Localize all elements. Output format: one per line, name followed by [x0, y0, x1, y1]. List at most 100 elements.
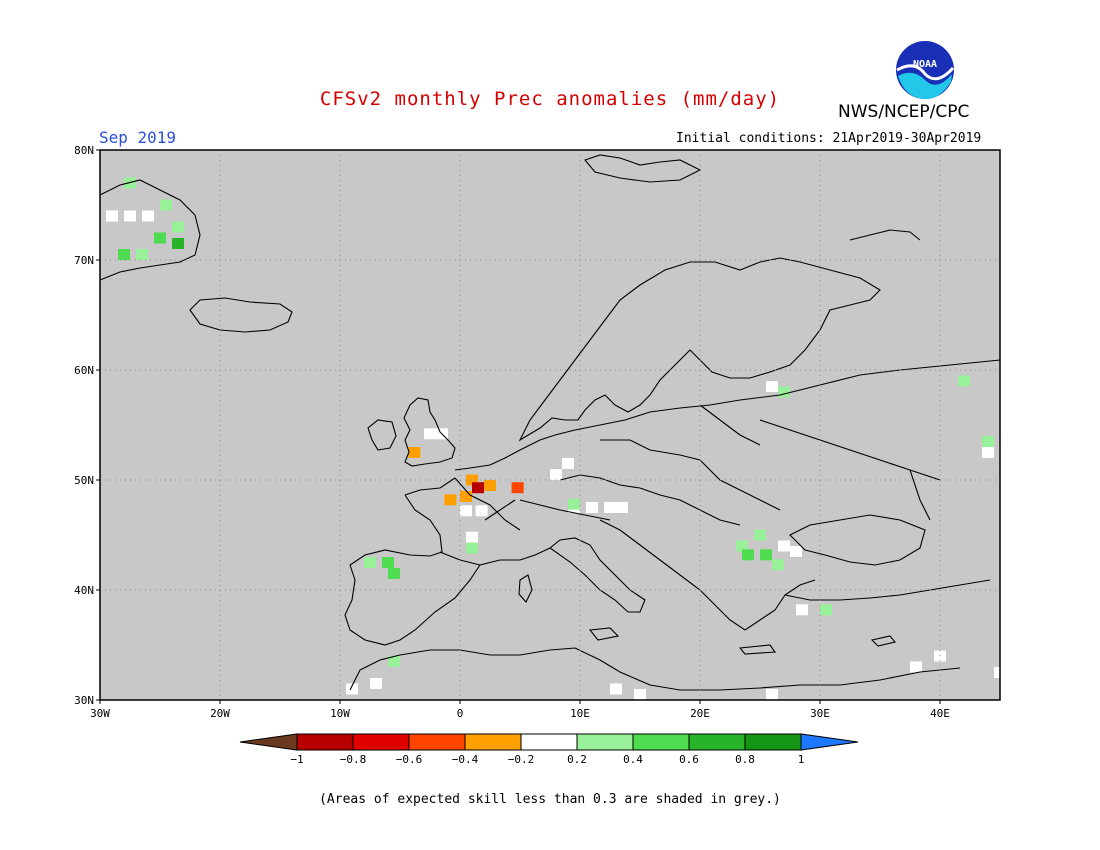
anomaly-cell [475, 505, 488, 517]
coastline [189, 297, 293, 333]
coastline [849, 229, 921, 241]
anomaly-cell [760, 549, 772, 561]
coastline [484, 499, 516, 521]
legend-swatch [688, 733, 746, 751]
lon-tick-label: 20W [210, 707, 230, 720]
anomaly-cell [466, 542, 478, 554]
anomaly-cell [610, 683, 622, 695]
anomaly-cell [382, 557, 394, 568]
legend-label: −0.2 [508, 753, 535, 766]
lat-tick-label: 30N [74, 694, 94, 707]
lat-tick-label: 40N [74, 584, 94, 597]
anomaly-cell [778, 540, 790, 552]
lat-tick-label: 50N [74, 474, 94, 487]
anomaly-cell [472, 482, 484, 494]
coastline [519, 499, 611, 521]
coastline [349, 647, 961, 691]
lon-tick-label: 40E [930, 707, 950, 720]
coastline [588, 627, 620, 641]
anomaly-cell [124, 210, 136, 222]
anomaly-cell [796, 604, 808, 616]
coastline [784, 579, 991, 601]
coastline [599, 519, 816, 631]
anomaly-cell [511, 482, 524, 494]
lon-tick-label: 0 [457, 707, 464, 720]
anomaly-cell [388, 656, 400, 667]
anomaly-cell [460, 491, 472, 502]
legend-swatch [408, 733, 466, 751]
coastline [518, 257, 881, 442]
skill-footnote: (Areas of expected skill less than 0.3 a… [319, 792, 781, 807]
anomaly-cell [766, 689, 778, 700]
anomaly-cell [736, 540, 748, 552]
coastline [738, 644, 777, 655]
anomaly-cell [790, 546, 802, 557]
anomaly-cell [154, 232, 166, 244]
lat-tick-label: 60N [74, 364, 94, 377]
lon-tick-label: 30E [810, 707, 830, 720]
anomaly-cell [982, 447, 994, 458]
anomaly-cell [604, 502, 616, 513]
anomaly-cell [562, 458, 574, 469]
lon-tick-label: 20E [690, 707, 710, 720]
anomaly-cell [766, 381, 778, 392]
legend-swatch [464, 733, 522, 751]
legend-label: −0.4 [452, 753, 479, 766]
coastline [367, 419, 397, 451]
anomaly-cell [370, 678, 382, 689]
anomaly-cell [172, 221, 184, 233]
coastline [559, 474, 641, 489]
coastline [584, 154, 702, 183]
anomaly-cell [172, 238, 184, 249]
anomaly-cell [388, 568, 400, 579]
noaa-logo: NOAA [895, 40, 955, 100]
lat-tick-label: 80N [74, 144, 94, 157]
lat-tick-label: 70N [74, 254, 94, 267]
color-legend: −1 −0.8 −0.6 −0.4 −0.2 0.2 0.4 0.6 0.8 1 [239, 733, 859, 766]
forecast-month: Sep 2019 [99, 128, 177, 147]
anomaly-cell [160, 199, 172, 211]
legend-swatch [352, 733, 410, 751]
anomaly-cell [142, 210, 154, 222]
anomaly-cell [408, 447, 421, 458]
coastline [600, 439, 701, 461]
anomaly-cell [820, 604, 832, 616]
coastline [699, 404, 761, 446]
anomaly-cell [982, 436, 994, 447]
anomaly-cell [958, 375, 970, 387]
coastline [870, 635, 896, 647]
coastline [909, 469, 931, 521]
legend-swatch [576, 733, 634, 751]
anomaly-cell [136, 249, 148, 260]
coastline [404, 477, 456, 496]
anomaly-cell [484, 480, 496, 491]
legend-label: 0.4 [623, 753, 643, 766]
anomaly-cell [772, 559, 784, 571]
lon-tick-label: 10E [570, 707, 590, 720]
legend-swatch [520, 733, 578, 751]
anomaly-cell [754, 529, 766, 541]
coastline [789, 514, 926, 566]
legend-swatch [800, 733, 859, 751]
legend-swatch [632, 733, 690, 751]
coastline [518, 574, 533, 603]
legend-swatch [744, 733, 802, 751]
anomaly-cell [616, 502, 628, 513]
logo-text: NOAA [913, 59, 937, 70]
lon-tick-label: 10W [330, 707, 350, 720]
anomaly-cell [910, 661, 922, 673]
legend-label: 0.8 [735, 753, 755, 766]
lon-tick-label: 30W [90, 707, 110, 720]
anomaly-cell [568, 498, 580, 510]
coastline [99, 179, 201, 281]
coastline [344, 494, 551, 646]
legend-swatch [239, 733, 298, 751]
legend-label: −1 [290, 753, 303, 766]
anomaly-cell [550, 469, 562, 480]
coastline [403, 397, 456, 467]
anomaly-cell [364, 557, 376, 568]
legend-swatch [296, 733, 354, 751]
coastline [454, 359, 1001, 471]
anomaly-cell [424, 428, 436, 440]
